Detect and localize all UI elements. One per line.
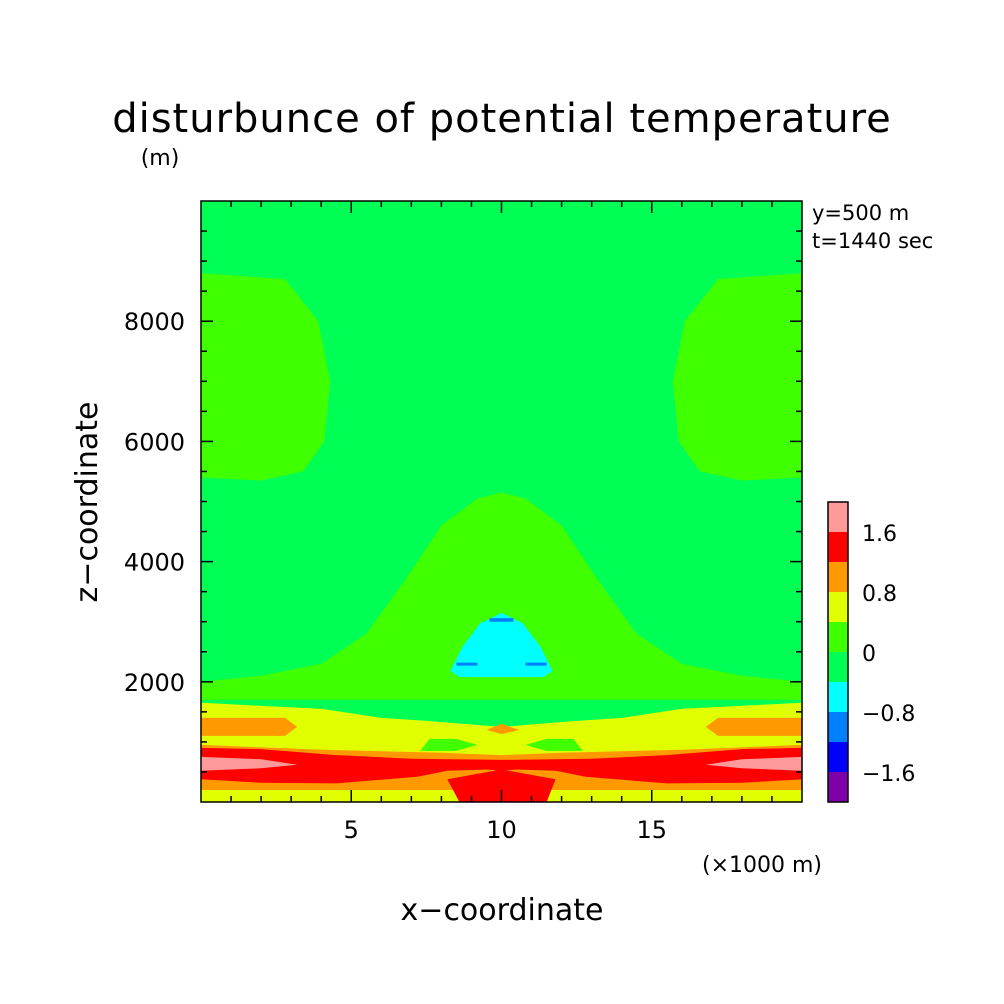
y-tick-label: 6000 [124,428,185,456]
y-tick-label: 4000 [124,549,185,577]
colorbar: −1.6 −0.8 0 0.8 1.6 [827,501,915,803]
y-tick-label: 2000 [124,669,185,697]
colorbar-frame [827,501,849,803]
region-lower-mid-right [525,738,583,751]
colorbar-swatch [828,562,848,592]
region-orange-spot-center [486,723,520,735]
region-upper-right-lobe [672,273,802,481]
unit-label: (m) [141,146,180,171]
colorbar-swatch [828,742,848,772]
colorbar-swatch [828,592,848,622]
axis-ticks: 5 10 15 2000 4000 6000 8000 [124,201,802,844]
colorbar-label: −1.6 [862,762,915,787]
x-tick-label: 5 [344,816,359,844]
region-pink-left [201,756,298,771]
colorbar-swatch [828,712,848,742]
colorbar-label: 0 [862,642,876,667]
region-cold-spot-right [525,662,547,666]
y-axis-label: z−coordinate [70,402,105,603]
region-orange-band-left [201,717,298,736]
colorbar-label: 1.6 [862,522,897,547]
contour-regions [201,201,802,802]
region-cold-spot-top [489,618,514,622]
colorbar-swatch [828,532,848,562]
x-tick-label: 15 [636,816,667,844]
region-central-dome [201,492,802,700]
chart-title: disturbunce of potential temperature [112,96,892,142]
colorbar-swatch [828,682,848,712]
x-tick-label: 10 [486,816,517,844]
colorbar-swatch [828,652,848,682]
region-cold-core-inner [450,613,553,677]
colorbar-swatch [828,622,848,652]
x-axis-label: x−coordinate [401,893,604,928]
colorbar-label: −0.8 [862,702,915,727]
colorbar-swatch [828,502,848,532]
region-lower-mid-left [420,738,478,751]
region-red-core-band [201,747,802,784]
y-tick-label: 8000 [124,308,185,336]
region-upper-left-lobe [201,273,331,481]
region-red-column [447,769,556,802]
x-unit-note: (×1000 m) [702,853,822,878]
region-pink-right [705,756,802,771]
annotation-y: y=500 m [812,201,909,225]
region-cold-spot-left [456,662,478,666]
colorbar-swatch [828,772,848,802]
annotation-t: t=1440 sec [812,229,933,253]
colorbar-label: 0.8 [862,582,897,607]
region-orange-band-right [705,717,802,736]
